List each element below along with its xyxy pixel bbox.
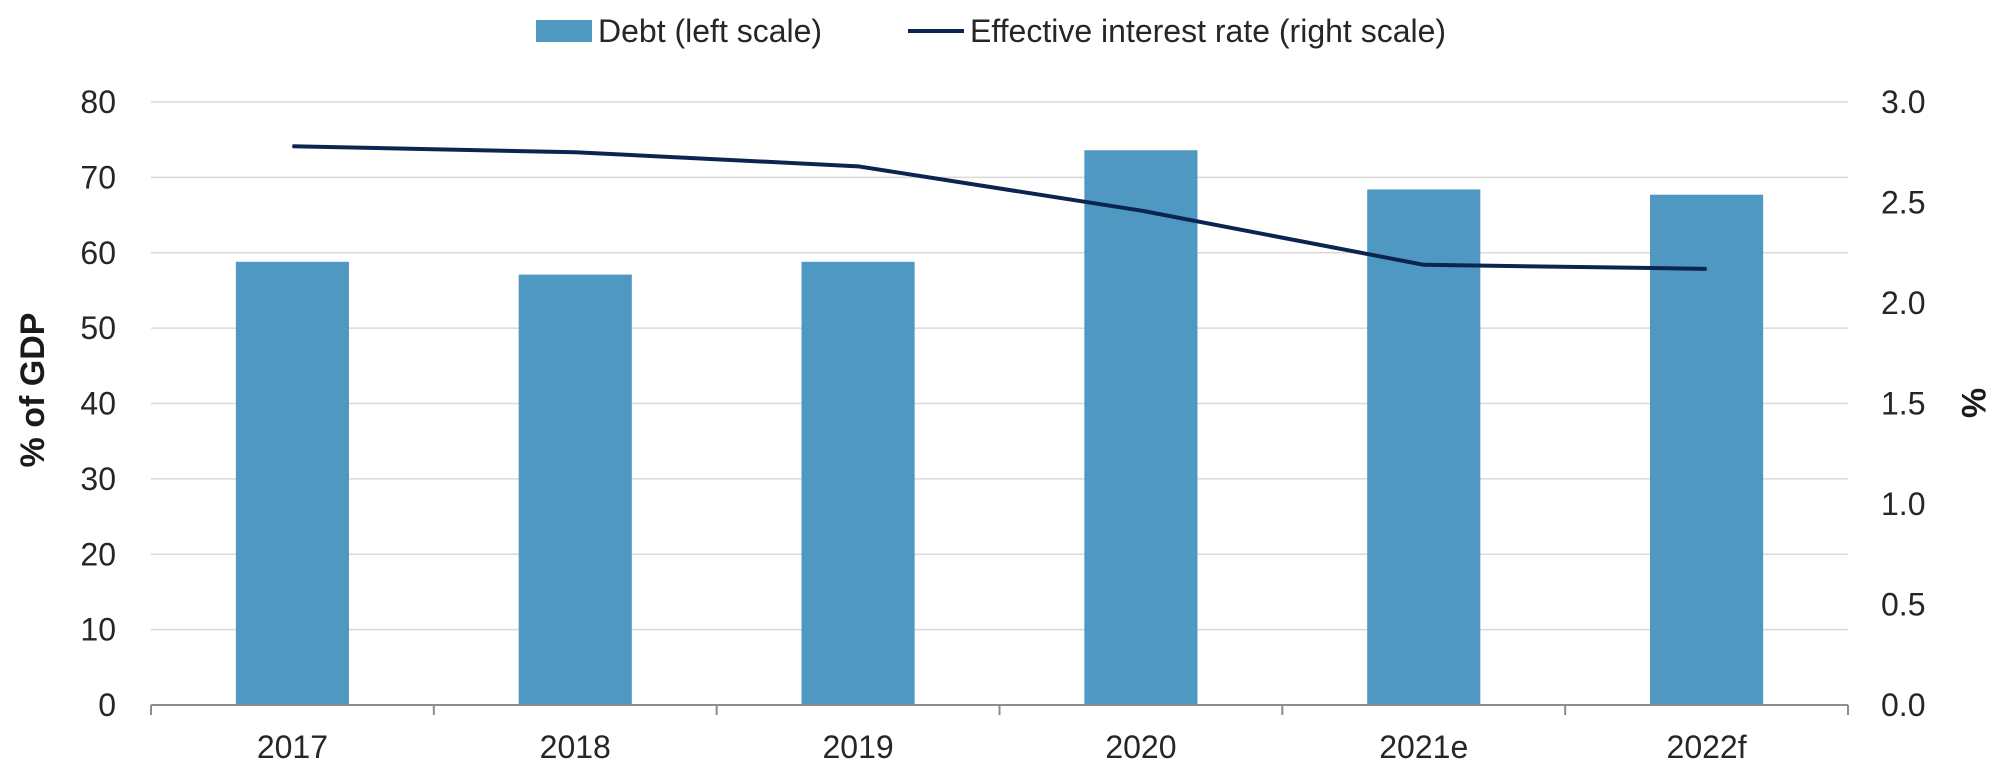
line-point-2020 [1140,210,1142,212]
y-left-tick-label: 60 [80,235,116,271]
y-left-tick-label: 30 [80,461,116,497]
x-tick-label: 2020 [1105,729,1176,765]
x-tick-label: 2021e [1379,729,1468,765]
bar-2018 [518,274,632,705]
y-left-tick-label: 20 [80,536,116,572]
y-left-tick-label: 40 [80,386,116,422]
line-series-interest-rate [291,144,1708,271]
x-axis: 2017 2018 2019 2020 2021e 2022f [150,704,1849,765]
y-right-tick-label: 1.5 [1881,386,1925,422]
y-axis-right-ticks: 0.0 0.5 1.0 1.5 2.0 2.5 3.0 [1881,84,1925,723]
bar-2022f [1650,194,1764,705]
y-axis-left-ticks: 0 10 20 30 40 50 60 70 80 [80,84,116,723]
legend: Debt (left scale) Effective interest rat… [536,13,1446,49]
x-tick-label: 2017 [257,729,328,765]
x-tick-label: 2018 [540,729,611,765]
interest-rate-line [292,144,1707,271]
y-left-tick-label: 70 [80,159,116,195]
line-point-2019 [857,165,859,167]
y-right-tick-label: 2.5 [1881,185,1925,221]
y-right-tick-label: 0.5 [1881,587,1925,623]
y-left-tick-label: 50 [80,310,116,346]
bar-2019 [801,261,915,705]
y-axis-left-title: % of GDP [14,313,52,468]
y-axis-right-title: % [1954,388,1992,418]
bar-2020 [1084,150,1198,706]
y-right-tick-label: 0.0 [1881,687,1925,723]
x-tick-label: 2022f [1667,729,1747,765]
y-right-tick-label: 2.0 [1881,285,1925,321]
bar-2021e [1367,189,1481,705]
bar-2017 [235,261,349,705]
y-right-tick-label: 3.0 [1881,84,1925,120]
y-left-tick-label: 0 [98,687,116,723]
bar-series-debt [235,150,1764,706]
gridlines [151,101,1848,631]
y-left-tick-label: 80 [80,84,116,120]
line-point-2022f [1706,268,1708,270]
legend-swatch-debt [536,20,592,42]
line-point-2017 [291,145,293,147]
y-right-tick-label: 1.0 [1881,486,1925,522]
line-point-2021e [1423,264,1425,266]
line-point-2018 [574,151,576,153]
legend-label-interest-rate: Effective interest rate (right scale) [970,13,1446,49]
y-left-tick-label: 10 [80,612,116,648]
legend-label-debt: Debt (left scale) [598,13,822,49]
x-tick-label: 2019 [822,729,893,765]
